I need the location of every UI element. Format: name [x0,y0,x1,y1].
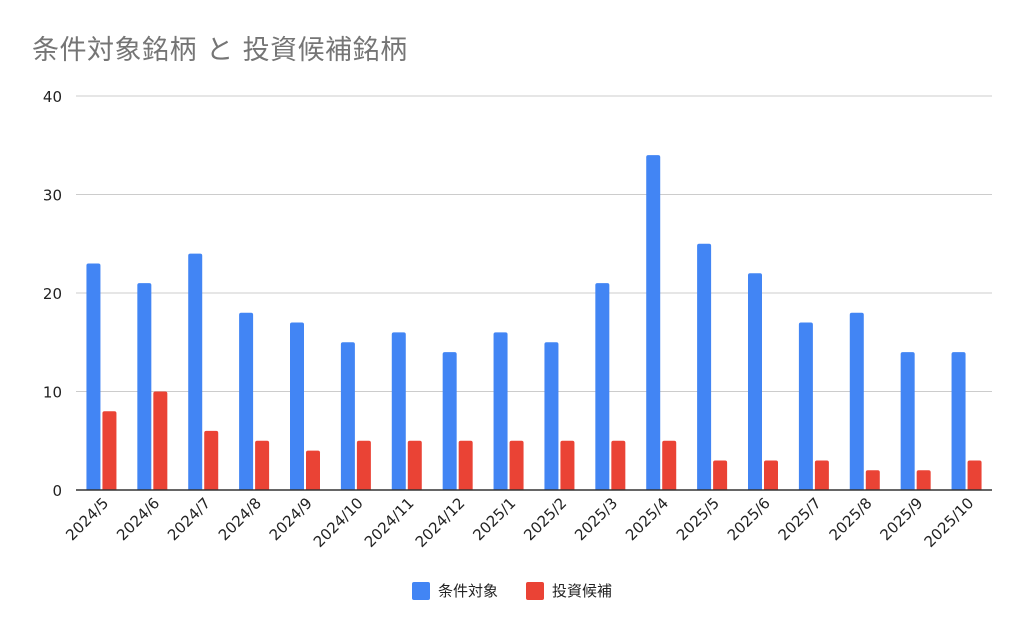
y-tick-label: 20 [43,285,62,303]
bar-series-2[interactable] [356,440,371,490]
legend-swatch-series-2 [526,581,544,600]
bar-series-1[interactable] [86,263,101,490]
x-tick-label: 2024/10 [310,494,367,551]
x-tick-label: 2025/8 [826,494,876,544]
bar-series-1[interactable] [290,322,304,490]
chart-title: 条件対象銘柄 と 投資候補銘柄 [32,35,408,66]
x-tick-label: 2024/9 [266,494,316,544]
bar-series-2[interactable] [458,440,473,490]
legend-item-series-1[interactable]: 条件対象 [411,580,498,601]
y-tick-label: 40 [43,88,62,106]
bar-series-2[interactable] [204,430,219,490]
x-tick-label: 2025/9 [876,494,926,544]
y-tick-label: 0 [52,482,62,500]
chart-legend: 条件対象 投資候補 [0,580,1024,601]
bar-series-2[interactable] [764,460,778,490]
x-tick-label: 2025/4 [622,494,672,544]
x-tick-label: 2024/7 [164,494,214,544]
legend-swatch-series-1 [411,581,430,600]
bar-series-2[interactable] [306,450,320,490]
bar-series-1[interactable] [188,253,203,490]
bar-series-2[interactable] [153,391,168,491]
bar-series-2[interactable] [713,460,728,490]
bar-series-2[interactable] [560,440,575,490]
bar-series-2[interactable] [662,440,677,490]
bar-series-1[interactable] [595,283,610,490]
x-tick-label: 2024/5 [62,494,112,544]
bar-series-1[interactable] [849,312,864,490]
bar-series-2[interactable] [916,470,931,490]
legend-label-series-2: 投資候補 [552,582,613,600]
bar-series-1[interactable] [137,283,152,490]
legend-label-series-1: 条件対象 [437,582,498,600]
x-tick-label: 2024/12 [412,494,469,551]
x-tick-label: 2025/5 [673,494,723,544]
bar-series-1[interactable] [391,332,406,490]
bar-series-1[interactable] [951,352,966,490]
bar-series-1[interactable] [900,352,915,490]
bar-series-2[interactable] [255,440,270,490]
bar-series-1[interactable] [544,342,559,490]
bar-series-1[interactable] [442,352,457,490]
x-tick-label: 2025/3 [571,494,621,544]
bar-series-1[interactable] [340,342,355,490]
bar-series-2[interactable] [102,411,117,490]
x-tick-label: 2025/1 [469,494,519,544]
x-tick-label: 2024/11 [361,494,418,551]
y-tick-label: 30 [43,187,62,205]
bar-series-1[interactable] [798,322,813,490]
bar-series-2[interactable] [611,440,626,490]
x-tick-label: 2024/8 [215,494,265,544]
bar-series-2[interactable] [509,440,524,490]
bar-series-1[interactable] [493,332,508,490]
bar-series-1[interactable] [748,273,762,490]
bar-series-1[interactable] [646,155,661,490]
x-tick-label: 2025/2 [520,494,570,544]
bar-series-2[interactable] [814,460,829,490]
bar-series-2[interactable] [865,470,880,490]
y-tick-label: 10 [43,384,62,402]
bar-series-2[interactable] [407,440,422,490]
bar-series-2[interactable] [967,460,982,490]
x-tick-label: 2024/6 [113,494,163,544]
x-tick-label: 2025/7 [775,494,825,544]
bar-series-1[interactable] [697,243,712,490]
bar-series-1[interactable] [239,312,254,490]
x-tick-label: 2025/6 [724,494,774,544]
legend-item-series-2[interactable]: 投資候補 [526,580,612,601]
x-tick-label: 2025/10 [921,494,978,551]
